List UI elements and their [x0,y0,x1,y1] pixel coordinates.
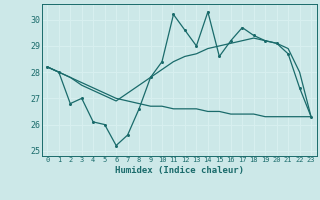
X-axis label: Humidex (Indice chaleur): Humidex (Indice chaleur) [115,166,244,175]
